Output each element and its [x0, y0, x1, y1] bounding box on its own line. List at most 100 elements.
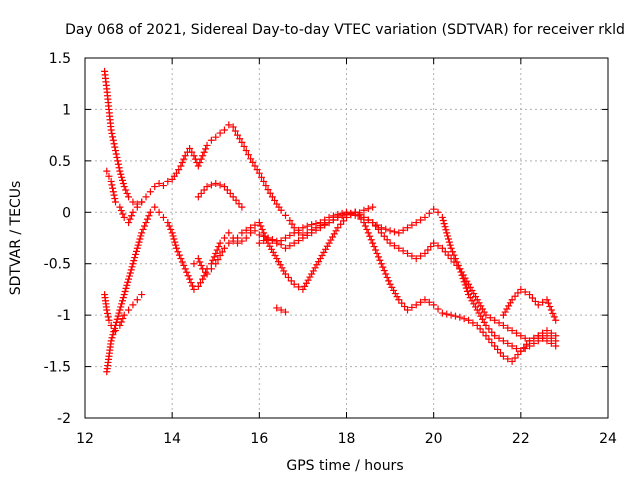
data-point [412, 255, 420, 263]
data-point [225, 239, 233, 247]
data-point [212, 179, 220, 187]
series-track-6 [255, 208, 560, 365]
data-point [225, 121, 233, 129]
data-point [138, 198, 146, 206]
data-point [186, 145, 194, 153]
data-point [316, 224, 324, 232]
data-point [364, 205, 372, 213]
data-point [521, 288, 529, 296]
data-point [109, 133, 117, 141]
data-point [539, 329, 547, 337]
data-point [260, 229, 268, 237]
data-point [169, 232, 177, 240]
data-point [379, 263, 387, 271]
data-point [116, 321, 124, 329]
data-point [112, 150, 120, 158]
data-point [112, 327, 120, 335]
data-point [103, 167, 111, 175]
data-point [213, 246, 221, 254]
x-axis-label: GPS time / hours [286, 458, 403, 474]
data-point [220, 234, 228, 242]
data-point [258, 225, 266, 233]
data-point [550, 313, 558, 321]
data-point [456, 313, 464, 321]
data-point [231, 127, 239, 135]
data-point [499, 337, 507, 345]
data-point [277, 306, 285, 314]
data-point [117, 207, 125, 215]
data-point [299, 224, 307, 232]
data-point [135, 238, 143, 246]
data-point [255, 231, 263, 239]
data-point [202, 145, 210, 153]
data-point [312, 226, 320, 234]
data-point [136, 235, 144, 243]
data-point [109, 188, 117, 196]
series-track-9 [194, 179, 246, 211]
data-point [373, 221, 381, 229]
data-point [262, 182, 270, 190]
data-point [547, 306, 555, 314]
data-point [449, 248, 457, 256]
data-point [108, 334, 116, 342]
data-point [444, 235, 452, 243]
data-point [117, 318, 125, 326]
data-point [460, 315, 468, 323]
series-track-4 [101, 291, 146, 335]
data-point [207, 265, 215, 273]
data-point [447, 311, 455, 319]
data-point [412, 301, 420, 309]
data-point [216, 129, 224, 137]
data-point [258, 173, 266, 181]
data-point [110, 140, 118, 148]
data-point [212, 260, 220, 268]
data-point [544, 299, 552, 307]
data-point [194, 162, 202, 170]
data-point [134, 241, 142, 249]
data-point [257, 222, 265, 230]
data-point [421, 296, 429, 304]
data-point [360, 213, 368, 221]
data-point [242, 147, 250, 155]
data-point [238, 229, 246, 237]
data-point [463, 287, 471, 295]
data-point [177, 255, 185, 263]
data-point [220, 126, 228, 134]
data-point [260, 237, 268, 245]
data-point [111, 195, 119, 203]
x-tick-label: 16 [250, 431, 268, 447]
data-point [271, 196, 279, 204]
data-point [111, 143, 119, 151]
gridlines [85, 58, 608, 418]
data-point [119, 179, 127, 187]
data-point [109, 184, 117, 192]
y-tick-label: 1 [62, 102, 71, 118]
data-point [438, 309, 446, 317]
data-point [360, 206, 368, 214]
data-point [167, 225, 175, 233]
data-point [110, 191, 118, 199]
data-point [203, 183, 211, 191]
data-point [273, 237, 281, 245]
data-point [159, 182, 167, 190]
data-point [439, 217, 447, 225]
data-point [184, 272, 192, 280]
data-point [112, 198, 120, 206]
data-point [242, 226, 250, 234]
data-point [338, 212, 346, 220]
data-point [242, 234, 250, 242]
data-point [125, 193, 133, 201]
data-point [465, 316, 473, 324]
data-point [207, 181, 215, 189]
data-point [216, 239, 224, 247]
data-point [155, 208, 163, 216]
data-point [469, 319, 477, 327]
data-point [151, 203, 159, 211]
data-point [104, 313, 112, 321]
data-point [399, 247, 407, 255]
data-point [139, 225, 147, 233]
data-point [380, 267, 388, 275]
data-point [108, 181, 116, 189]
data-point [417, 252, 425, 260]
data-point [131, 254, 139, 262]
